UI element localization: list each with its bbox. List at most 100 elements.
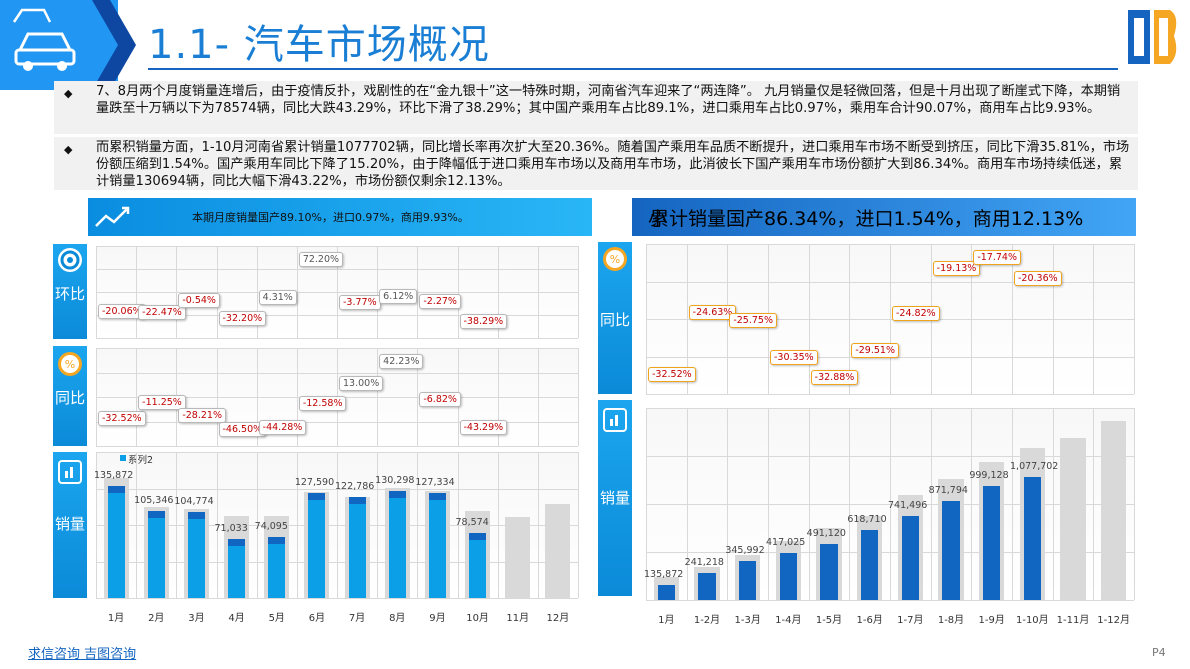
gridline-v [808, 244, 810, 394]
data-label: -38.29% [459, 314, 508, 329]
data-label: -20.36% [1014, 270, 1062, 286]
bar-value-label: 104,774 [174, 495, 214, 507]
bar-background [505, 517, 531, 598]
x-tick-label: 1-9月 [978, 615, 1005, 626]
target-icon [58, 248, 82, 272]
gridline-v [497, 246, 499, 338]
x-tick-label: 5月 [268, 613, 285, 624]
gridline-v [1093, 408, 1095, 600]
data-label: -24.82% [892, 306, 940, 322]
bar-value-label: 135,872 [644, 568, 684, 580]
gridline-v [136, 246, 138, 338]
x-tick-label: 10月 [466, 613, 489, 624]
bar-background [1060, 438, 1086, 600]
data-label: -20.06% [98, 303, 146, 319]
gridline-v [578, 348, 579, 446]
left-banner: 本期月度销量国产89.10%，进口0.97%，商用9.93%。 [88, 198, 592, 236]
bar-value [187, 511, 205, 598]
gridline-v [96, 348, 97, 446]
data-label: -25.75% [729, 313, 777, 329]
gridline-v [497, 452, 499, 598]
gridline-v [890, 408, 891, 600]
bar-value-label: 999,128 [969, 470, 1009, 482]
bar-value [779, 552, 797, 600]
gridline-v [930, 408, 932, 600]
gridline-v [96, 246, 97, 338]
bar-value-label: 105,346 [134, 495, 174, 507]
chart-right-sales-plot: 135,872 241,218 345,992 417,025 491,120 618,7… [644, 408, 1135, 601]
panel-label-tb: 同比 [54, 389, 85, 407]
x-tick-label: 1月 [658, 615, 675, 626]
data-label: 13.00% [339, 376, 384, 392]
footer-links[interactable]: 求信咨询 吉图咨询 [28, 647, 137, 662]
gridline-v [216, 246, 218, 338]
gridline-v [971, 244, 973, 394]
brand-logo-icon [1128, 10, 1177, 64]
bar-value [348, 496, 366, 598]
car-icon [0, 0, 118, 90]
bar-value [428, 492, 446, 598]
gridline-v [1012, 408, 1013, 600]
data-label: -11.25% [138, 394, 186, 410]
bar-value-label: 1,077,702 [1010, 461, 1059, 473]
gridline-v [216, 452, 218, 598]
gridline-v [849, 408, 851, 600]
left-x-axis: 1月 2月 3月 4月 5月 6月 7月 8月 9月 10月 11月 12月 [96, 609, 578, 624]
gridline-v [578, 452, 579, 598]
paragraph-cumulative: ◆ 而累积销量方面，1-10月河南省累计销量1077702辆，同比增长率再次扩大… [54, 137, 1138, 190]
bar-value [268, 536, 286, 598]
panel-label-xl: 销量 [54, 515, 85, 533]
gridline-v [890, 244, 891, 394]
x-tick-label: 1-6月 [856, 615, 883, 626]
gridline-v [457, 452, 459, 598]
data-label: -2.27% [419, 293, 461, 309]
header-car-block [0, 0, 118, 90]
data-label: -32.52% [98, 411, 146, 427]
gridline [646, 394, 1134, 395]
chart-right-tb-plot: -32.52% -24.63% -25.75% -30.35% -32.88% -29.5… [646, 244, 1135, 395]
gridline-v [1012, 244, 1013, 394]
right-banner: 小 累计销量国产86.34%，进口1.54%，商用12.13% [632, 198, 1136, 236]
bar-value-label: 74,095 [254, 520, 288, 532]
gridline-v [1093, 244, 1095, 394]
x-tick-label: 7月 [348, 613, 366, 624]
gridline-v [537, 452, 539, 598]
percent-icon: % [603, 247, 627, 271]
panel-label-right-xl: 销量 [599, 489, 630, 507]
x-tick-label: 11月 [506, 613, 530, 624]
data-label: 4.31% [258, 290, 297, 306]
panel-label-hb: 环比 [54, 285, 85, 303]
x-tick-label: 3月 [188, 613, 205, 624]
data-label: -12.58% [298, 396, 347, 411]
chart-hb-plot: -20.06% -22.47% -0.54% -32.20% 4.31% 72.20% -3… [96, 246, 579, 339]
x-tick-label: 8月 [389, 613, 406, 624]
gridline-v [417, 452, 419, 598]
gridline-v [1134, 408, 1135, 600]
bar-value-label: 127,334 [415, 476, 455, 488]
panel-side-right-tb: % 同比 [598, 242, 632, 394]
svg-text:%: % [65, 358, 75, 371]
gridline-v [337, 246, 338, 338]
paragraph-text: 7、8月两个月度销量连增后，由于疫情反扑，戏剧性的在“金九银十”这一特殊时期，河… [96, 84, 1121, 116]
gridline-v [256, 452, 258, 598]
data-label: -24.63% [688, 304, 737, 320]
bar-value-label: 71,033 [214, 523, 248, 535]
bar-value-label: 871,794 [928, 484, 968, 496]
bar-value [147, 511, 165, 598]
trend-up-icon [95, 206, 130, 227]
percent-icon: % [58, 352, 82, 376]
chart-sales-plot: 系列2 135,872 105,346 104,774 71,033 74,095 127… [94, 452, 579, 599]
paragraph-monthly: ◆ 7、8月两个月度销量连增后，由于疫情反扑，戏剧性的在“金九银十”这一特殊时期… [54, 81, 1138, 134]
data-label: -30.35% [770, 349, 818, 365]
data-label: 42.23% [379, 354, 424, 369]
gridline-v [686, 408, 688, 600]
panel-label-right-tb: 同比 [599, 311, 630, 329]
right-x-axis: 1月 1-2月 1-3月 1-4月 1-5月 1-6月 1-7月 1-8月 1-9月 1-10月 1… [646, 611, 1134, 626]
x-tick-label: 1-4月 [775, 615, 802, 626]
gridline-v [96, 452, 97, 598]
gridline-v [417, 348, 419, 446]
data-label: -17.74% [973, 250, 1021, 265]
panel-side-tb: % 同比 [53, 346, 87, 446]
data-label: -44.28% [258, 420, 307, 436]
bar-value-label: 135,872 [94, 469, 134, 481]
